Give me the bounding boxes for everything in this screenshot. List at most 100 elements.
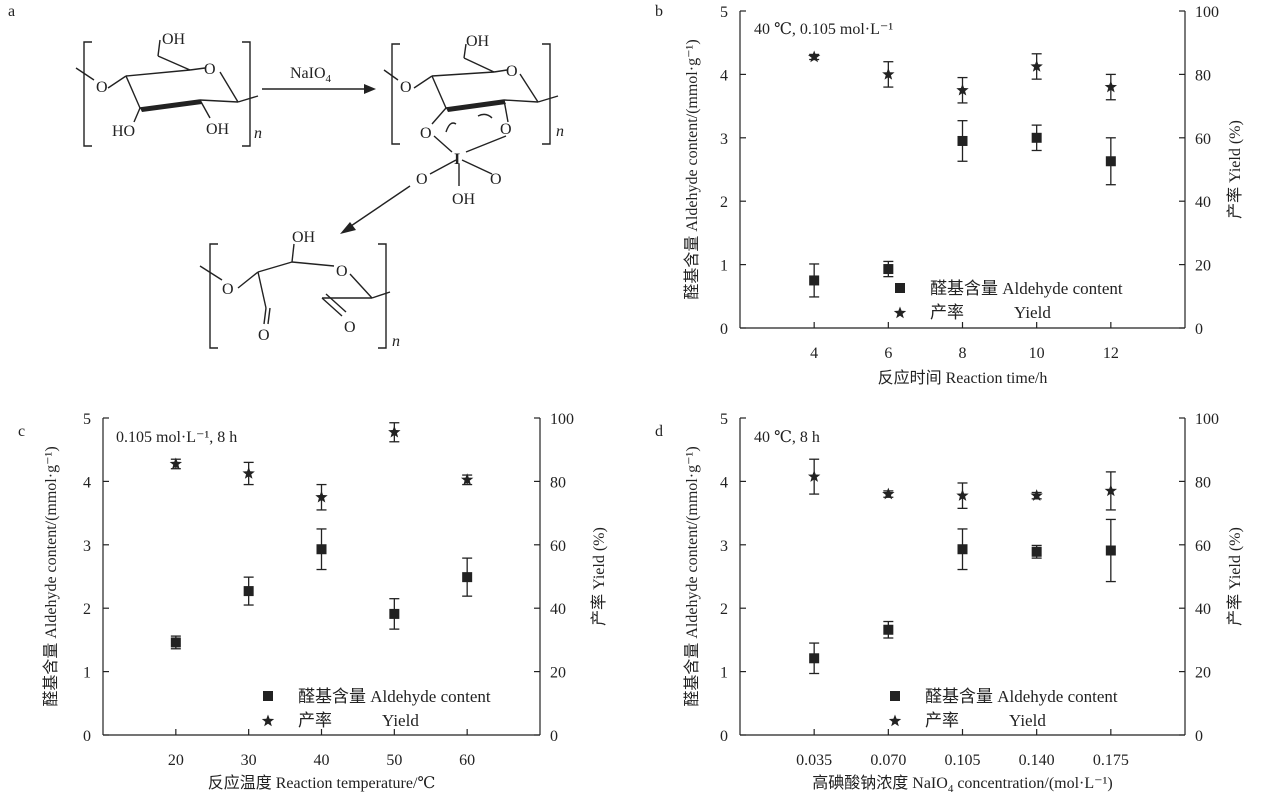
x-tick-label: 0.140 bbox=[1019, 752, 1055, 769]
yield-data-point bbox=[807, 470, 821, 482]
y-tick-label: 5 bbox=[720, 4, 728, 21]
o-label: O bbox=[500, 121, 512, 138]
oh-label: OH bbox=[292, 229, 316, 246]
legend-yield-cn-label: 产率 bbox=[298, 711, 332, 730]
oh-label: OH bbox=[452, 191, 476, 208]
o-label: O bbox=[258, 327, 270, 344]
y-tick-label: 3 bbox=[720, 538, 728, 555]
y2-tick-label: 40 bbox=[550, 601, 566, 618]
y-tick-label: 2 bbox=[720, 194, 728, 211]
legend-yield-cn-label: 产率 bbox=[925, 711, 959, 730]
aldehyde-data-point bbox=[809, 653, 820, 664]
legend-aldehyde-label: 醛基含量 Aldehyde content bbox=[298, 687, 491, 706]
y-tick-label: 4 bbox=[83, 474, 91, 491]
y-tick-label: 1 bbox=[83, 665, 91, 682]
iodine-label: I bbox=[454, 151, 460, 168]
y2-tick-label: 20 bbox=[550, 665, 566, 682]
y-axis-title: 醛基含量 Aldehyde content/(mmol·g⁻¹) bbox=[683, 39, 701, 299]
legend-star-marker bbox=[888, 714, 902, 727]
y-tick-label: 3 bbox=[720, 131, 728, 148]
panel-label: d bbox=[655, 423, 663, 440]
o-label: O bbox=[416, 171, 428, 188]
y2-tick-label: 0 bbox=[1195, 321, 1203, 338]
yield-data-point bbox=[1104, 484, 1118, 497]
arrow-head bbox=[364, 84, 376, 94]
x-axis-title-subscript: 4 bbox=[948, 783, 954, 795]
x-tick-label: 50 bbox=[386, 752, 402, 769]
panel-label: b bbox=[655, 3, 663, 20]
x-tick-label: 0.070 bbox=[870, 752, 906, 769]
o-label: O bbox=[344, 319, 356, 336]
aldehyde-data-point bbox=[170, 637, 181, 648]
aldehyde-data-point bbox=[957, 544, 968, 555]
y2-tick-label: 20 bbox=[1195, 258, 1211, 275]
y-tick-label: 1 bbox=[720, 665, 728, 682]
y2-tick-label: 60 bbox=[1195, 538, 1211, 555]
yield-data-point bbox=[1030, 489, 1043, 501]
ring-bold-edge bbox=[446, 100, 506, 112]
aldehyde-data-point bbox=[1031, 546, 1042, 557]
y2-tick-label: 0 bbox=[1195, 728, 1203, 745]
o-label: O bbox=[400, 79, 412, 96]
legend-aldehyde-label: 醛基含量 Aldehyde content bbox=[930, 279, 1123, 298]
panel-label-a: a bbox=[8, 3, 15, 20]
legend-star-marker bbox=[893, 306, 907, 319]
condition-annotation: 40 ℃, 0.105 mol·L⁻¹ bbox=[754, 21, 893, 38]
reagent-label: NaIO4 bbox=[290, 65, 332, 85]
yield-data-point bbox=[460, 473, 474, 486]
y2-tick-label: 100 bbox=[1195, 4, 1219, 21]
aldehyde-data-point bbox=[1031, 132, 1042, 143]
y2-tick-label: 40 bbox=[1195, 601, 1211, 618]
o-label: O bbox=[506, 63, 518, 80]
oh-label: OH bbox=[466, 33, 490, 50]
x-axis-title-main: 高碘酸钠浓度 NaIO bbox=[812, 774, 948, 792]
aldehyde-data-point bbox=[389, 608, 400, 619]
aldehyde-data-point bbox=[1105, 545, 1116, 556]
legend-yield-en-label: Yield bbox=[382, 711, 419, 730]
oh-label: OH bbox=[206, 121, 230, 138]
n-label: n bbox=[254, 125, 262, 142]
y2-tick-label: 100 bbox=[1195, 411, 1219, 428]
y2-axis-title: 产率 Yield (%) bbox=[1226, 527, 1244, 626]
x-tick-label: 0.175 bbox=[1093, 752, 1129, 769]
y2-tick-label: 80 bbox=[550, 474, 566, 491]
y2-tick-label: 80 bbox=[1195, 474, 1211, 491]
legend-yield-en-label: Yield bbox=[1009, 711, 1046, 730]
y2-axis-title: 产率 Yield (%) bbox=[1226, 120, 1244, 219]
y-tick-label: 5 bbox=[83, 411, 91, 428]
y-tick-label: 0 bbox=[720, 728, 728, 745]
ring-bold-edge bbox=[140, 100, 202, 112]
x-tick-label: 0.105 bbox=[945, 752, 981, 769]
aldehyde-data-point bbox=[957, 135, 968, 146]
yield-data-point bbox=[956, 83, 969, 96]
o-label: O bbox=[204, 61, 216, 78]
y-tick-label: 2 bbox=[83, 601, 91, 618]
yield-data-point bbox=[242, 466, 255, 479]
chart-panel-d: d 0 1 2 3 4 5 0 20 40 60 80 100 0.035 0.070 0.105 0.140 0… bbox=[655, 411, 1244, 795]
o-label: O bbox=[490, 171, 502, 188]
x-axis-title: 反应温度 Reaction temperature/℃ bbox=[208, 773, 436, 792]
yield-data-point bbox=[169, 457, 183, 470]
y-tick-label: 4 bbox=[720, 67, 728, 84]
dialdehyde-cellulose-structure bbox=[199, 243, 391, 349]
x-tick-label: 12 bbox=[1103, 345, 1119, 362]
y-tick-label: 0 bbox=[83, 728, 91, 745]
x-axis-title: 反应时间 Reaction time/h bbox=[878, 368, 1048, 387]
x-tick-label: 40 bbox=[314, 752, 330, 769]
aldehyde-data-point bbox=[883, 624, 894, 635]
x-tick-label: 6 bbox=[884, 345, 892, 362]
legend-square-marker bbox=[263, 691, 273, 701]
y2-tick-label: 60 bbox=[1195, 131, 1211, 148]
x-tick-label: 8 bbox=[959, 345, 967, 362]
y-tick-label: 4 bbox=[720, 474, 728, 491]
reaction-scheme: a OH O O HO OH n NaIO4 bbox=[8, 3, 564, 350]
y2-tick-label: 80 bbox=[1195, 67, 1211, 84]
reaction-arrow bbox=[347, 185, 411, 229]
legend-star-marker bbox=[261, 714, 275, 727]
oh-label: OH bbox=[162, 31, 186, 48]
x-tick-label: 20 bbox=[168, 752, 184, 769]
y2-axis-title: 产率 Yield (%) bbox=[590, 527, 608, 626]
